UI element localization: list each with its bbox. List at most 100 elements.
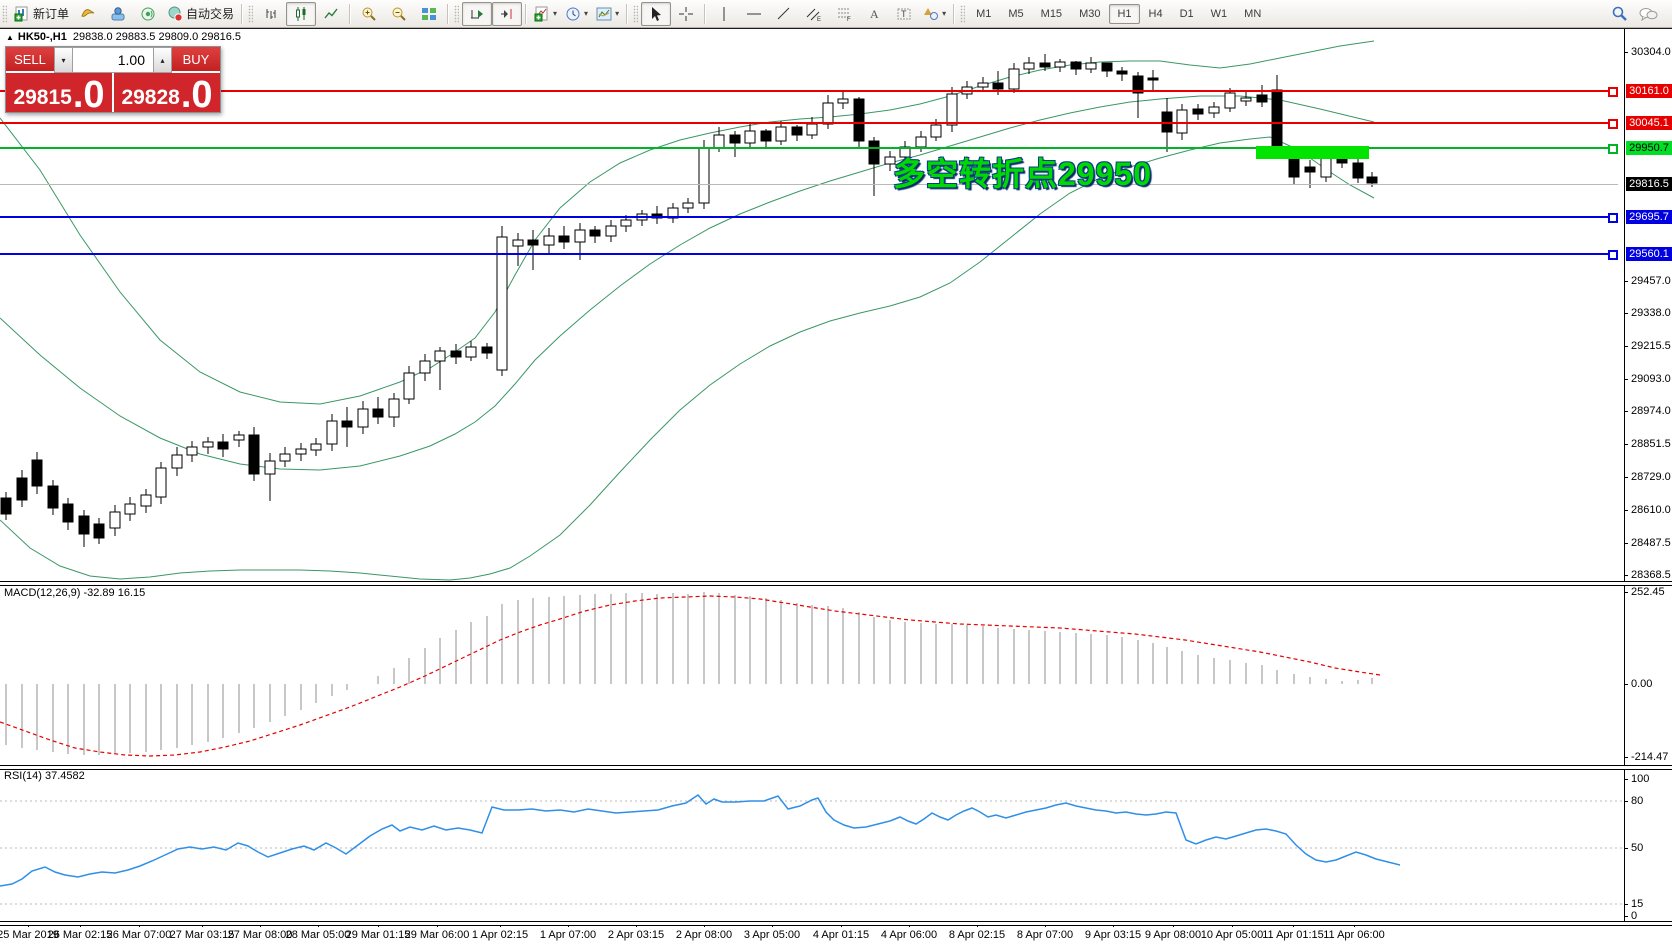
bar-chart-button[interactable] — [256, 2, 286, 26]
metaquotes-button[interactable] — [73, 2, 103, 26]
rsi-indicator-label: RSI(14) 37.4582 — [4, 770, 85, 782]
price-tag: 29560.1 — [1626, 247, 1672, 261]
bear-candle — [217, 441, 229, 450]
price-line-green[interactable] — [0, 147, 1618, 149]
bear-candle — [31, 459, 43, 487]
bull-candle — [574, 229, 586, 243]
sell-button[interactable]: SELL — [6, 47, 54, 73]
text-tool-button[interactable]: A — [859, 2, 889, 26]
tab-timeframe-M30[interactable]: M30 — [1079, 7, 1101, 20]
svg-text:A: A — [870, 7, 879, 21]
bull-candle — [977, 82, 989, 88]
tab-timeframe-M15[interactable]: M15 — [1040, 7, 1063, 20]
auto-scroll-button[interactable] — [462, 1, 493, 26]
price-line-handle[interactable] — [1608, 119, 1618, 129]
tab-timeframe-M5[interactable]: M5 — [1008, 7, 1024, 20]
price-line-handle[interactable] — [1608, 213, 1618, 223]
macd-axis-label: -214.47 — [1631, 751, 1669, 763]
collapse-quote-panel-icon[interactable]: ▲ — [6, 33, 14, 42]
price-line-red[interactable] — [0, 90, 1618, 92]
tile-windows-button[interactable] — [414, 2, 444, 26]
sell-price[interactable]: 29815 .0 — [6, 73, 114, 114]
svg-text:T: T — [901, 9, 907, 19]
chart-text-annotation[interactable]: 多空转折点29950 — [893, 156, 1152, 192]
fibonacci-tool-button[interactable]: F — [829, 2, 859, 26]
bear-candle — [791, 126, 803, 136]
price-line-handle[interactable] — [1608, 87, 1618, 97]
price-line-blue[interactable] — [0, 253, 1618, 255]
cursor-tool-button[interactable] — [641, 1, 672, 26]
volume-decrease-button[interactable]: ▾ — [54, 47, 73, 73]
pane-separator-main-macd[interactable] — [0, 581, 1672, 586]
chat-icon[interactable] — [1638, 6, 1658, 22]
bull-candle — [1240, 97, 1252, 102]
time-axis-label: 4 Apr 01:15 — [812, 929, 870, 941]
channel-tool-button[interactable]: E — [799, 2, 829, 26]
toolbar-grip[interactable] — [633, 4, 639, 23]
line-chart-button[interactable] — [316, 2, 346, 26]
dropdown-arrow-icon: ▾ — [553, 9, 558, 18]
price-line-red[interactable] — [0, 122, 1618, 124]
buy-button[interactable]: BUY — [172, 47, 220, 73]
pane-separator-macd-rsi[interactable] — [0, 765, 1672, 770]
time-axis-label: 1 Apr 07:00 — [539, 929, 597, 941]
bear-candle — [1288, 157, 1300, 178]
new-order-button[interactable]: 新订单 — [10, 2, 73, 26]
volume-increase-button[interactable]: ▴ — [153, 47, 172, 73]
shapes-tool-button[interactable]: ▾ — [919, 2, 950, 26]
bull-candle — [434, 350, 446, 362]
highlight-rectangle[interactable] — [1256, 146, 1369, 159]
autotrade-icon — [168, 6, 183, 22]
bear-candle — [450, 350, 462, 358]
tab-timeframe-D1[interactable]: D1 — [1179, 7, 1194, 20]
zoom-in-button[interactable] — [354, 2, 384, 26]
price-line-handle[interactable] — [1608, 250, 1618, 260]
bull-candle — [295, 448, 307, 455]
tab-timeframe-H1[interactable]: H1 — [1109, 3, 1140, 24]
bollinger-lower-band — [0, 136, 1375, 581]
tab-timeframe-W1[interactable]: W1 — [1210, 7, 1228, 20]
vertical-line-tool-button[interactable] — [709, 2, 739, 26]
bull-candle — [837, 98, 849, 104]
bear-candle — [992, 82, 1004, 90]
templates-button[interactable]: ▾ — [592, 2, 623, 26]
text-label-tool-button[interactable]: T — [889, 2, 919, 26]
toolbar-grip[interactable] — [960, 4, 966, 23]
bull-candle — [698, 147, 710, 204]
news-button[interactable] — [133, 2, 163, 26]
price-line-handle[interactable] — [1608, 144, 1618, 154]
zoom-out-button[interactable] — [384, 2, 414, 26]
chart-title: ▲ HK50-,H1 29838.0 29883.5 29809.0 29816.5 — [6, 31, 241, 43]
tab-timeframe-MN[interactable]: MN — [1244, 7, 1262, 20]
tab-timeframe-M1[interactable]: M1 — [976, 7, 992, 20]
zoom-out-icon — [392, 7, 406, 21]
bull-candle — [140, 494, 152, 507]
toolbar-grip[interactable] — [248, 4, 254, 23]
autotrading-button[interactable]: 自动交易 — [163, 2, 238, 26]
toolbar-separator — [704, 3, 707, 24]
crosshair-tool-button[interactable] — [671, 2, 701, 26]
buy-price[interactable]: 29828 .0 — [114, 73, 220, 114]
chart-shift-button[interactable] — [492, 1, 523, 26]
time-axis-label: 29 Mar 06:00 — [404, 929, 470, 941]
candlestick-chart-button[interactable] — [286, 1, 317, 26]
bull-candle — [171, 454, 183, 469]
horizontal-line-tool-button[interactable] — [739, 2, 769, 26]
price-line-current[interactable] — [0, 184, 1618, 185]
trendline-tool-button[interactable] — [769, 2, 799, 26]
price-line-blue[interactable] — [0, 216, 1618, 218]
community-button[interactable] — [103, 2, 133, 26]
toolbar-grip[interactable] — [2, 4, 7, 23]
rsi-axis-label: 80 — [1631, 795, 1644, 807]
dropdown-arrow-icon: ▾ — [615, 9, 620, 18]
rsi-axis-label: 100 — [1631, 773, 1650, 785]
toolbar-grip[interactable] — [454, 4, 460, 23]
periods-button[interactable]: ▾ — [561, 2, 592, 26]
text-icon: A — [870, 7, 879, 21]
macd-axis-label: 0.00 — [1631, 678, 1653, 690]
volume-input[interactable] — [73, 47, 153, 73]
indicators-button[interactable]: ▾ — [530, 2, 561, 26]
tab-timeframe-H4[interactable]: H4 — [1148, 7, 1163, 20]
search-icon[interactable] — [1611, 5, 1628, 22]
